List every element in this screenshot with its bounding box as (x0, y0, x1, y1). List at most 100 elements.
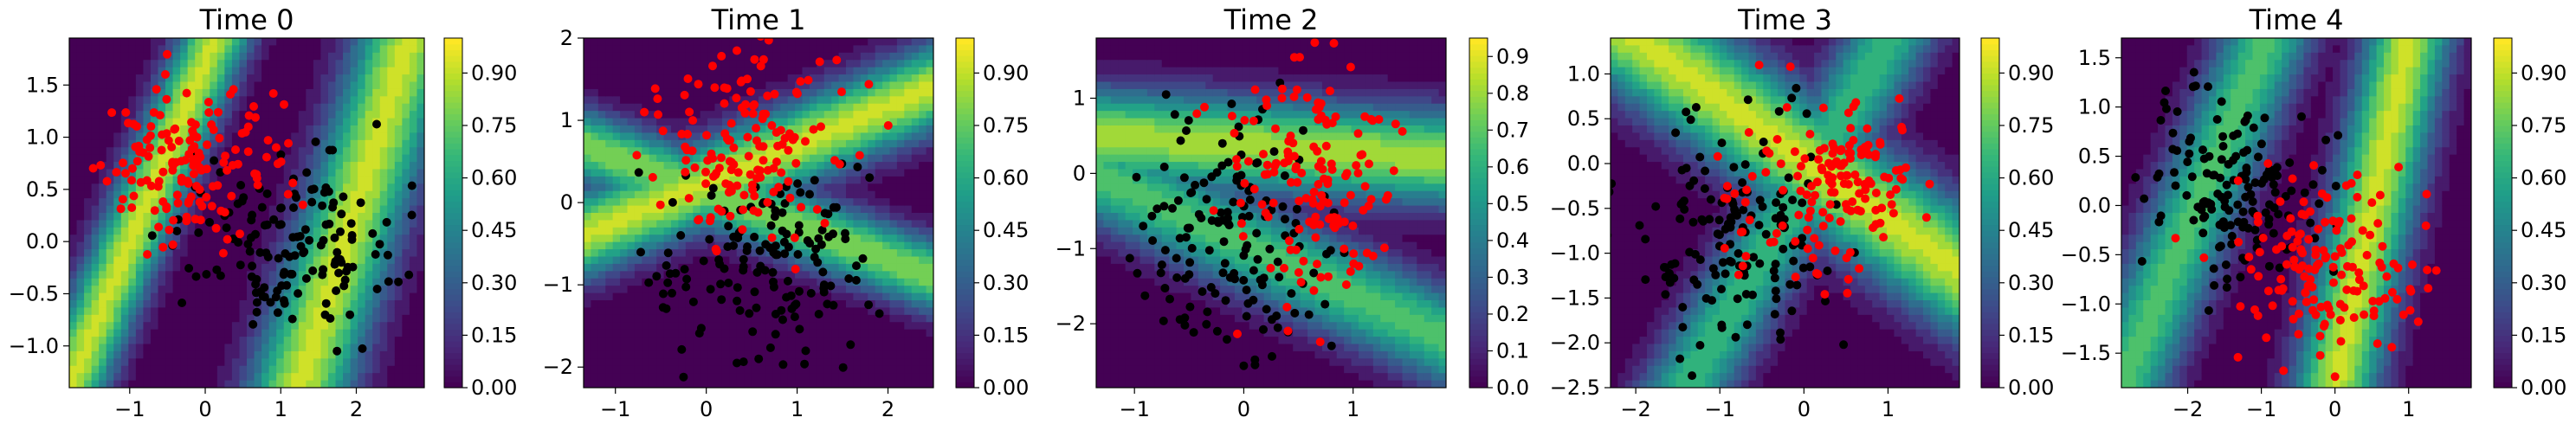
y-tick-label: 1.5 (26, 73, 59, 97)
scatter-point (1921, 213, 1931, 222)
scatter-point (1289, 92, 1299, 101)
scatter-point (1842, 170, 1851, 180)
scatter-point (1318, 164, 1327, 174)
scatter-point (1794, 210, 1804, 220)
scatter-point (257, 202, 267, 212)
scatter-point (2209, 264, 2218, 273)
scatter-point (330, 233, 339, 242)
scatter-point (1243, 157, 1253, 166)
scatter-point (1257, 200, 1267, 209)
colorbar-tick-label: 0.15 (2521, 323, 2566, 347)
scatter-point (753, 165, 762, 175)
scatter-point (1219, 237, 1229, 247)
scatter-point (726, 119, 736, 128)
scatter-point (1299, 256, 1308, 266)
scatter-point (1148, 236, 1158, 245)
scatter-point (772, 250, 781, 260)
scatter-point (1811, 190, 1820, 200)
scatter-point (1170, 110, 1179, 119)
y-tick-label: 1.0 (1567, 61, 1600, 86)
scatter-point (1730, 189, 1740, 198)
scatter-point (2204, 82, 2212, 92)
scatter-point (668, 197, 677, 207)
scatter-point (805, 190, 814, 199)
scatter-point (2168, 128, 2178, 138)
y-tick-label: −0.5 (1550, 196, 1600, 221)
scatter-point (1271, 124, 1280, 133)
scatter-point (1125, 254, 1134, 263)
scatter-point (1771, 260, 1780, 269)
scatter-point (2258, 234, 2268, 242)
scatter-point (1789, 256, 1798, 266)
axes-frame (1610, 37, 1960, 389)
scatter-point (1192, 109, 1202, 119)
scatter-point (227, 191, 236, 201)
scatter-point (729, 143, 739, 152)
scatter-point (1700, 184, 1709, 193)
colorbar-tick-label: 0.0 (1496, 376, 1529, 400)
scatter-point (699, 256, 708, 266)
scatter-point (1774, 106, 1784, 116)
scatter-point (1299, 125, 1307, 135)
scatter-point (146, 181, 156, 190)
scatter-point (1689, 275, 1699, 285)
scatter-point (1776, 335, 1785, 344)
scatter-point (2254, 152, 2263, 162)
scatter-point (371, 250, 380, 259)
scatter-point (1819, 144, 1829, 153)
scatter-point (1269, 147, 1279, 157)
scatter-point (189, 170, 198, 178)
scatter-point (2321, 135, 2331, 145)
scatter-point (287, 269, 297, 279)
scatter-point (788, 135, 797, 145)
scatter-point (116, 204, 126, 214)
scatter-point (1245, 195, 1255, 204)
scatter-point (659, 289, 668, 299)
scatter-point (1365, 159, 1373, 169)
scatter-point (1203, 307, 1212, 317)
scatter-point (759, 109, 768, 119)
scatter-point (252, 307, 261, 317)
scatter-point (2264, 261, 2274, 271)
scatter-point (776, 190, 785, 198)
scatter-point (865, 173, 875, 183)
scatter-point (2223, 274, 2232, 284)
scatter-point (1244, 211, 1254, 221)
scatter-point (1346, 190, 1355, 200)
scatter-point (1660, 262, 1669, 272)
scatter-point (1728, 199, 1738, 209)
scatter-point (1159, 162, 1169, 171)
scatter-point (1187, 243, 1197, 253)
scatter-point (147, 231, 157, 241)
scatter-point (223, 234, 232, 244)
scatter-point (1232, 176, 1242, 185)
scatter-point (187, 118, 197, 127)
scatter-point (1685, 181, 1695, 190)
scatter-point (750, 287, 759, 297)
scatter-point (1233, 329, 1242, 338)
y-tick-label: −1.0 (1550, 241, 1600, 266)
scatter-point (1323, 175, 1333, 184)
scatter-point (321, 299, 331, 308)
scatter-point (1879, 233, 1888, 242)
scatter-point (1352, 161, 1361, 170)
scatter-point (759, 55, 768, 64)
scatter-point (2295, 309, 2303, 318)
scatter-point (1675, 354, 1685, 363)
scatter-point (2358, 226, 2367, 235)
scatter-point (1772, 228, 1781, 238)
scatter-point (1186, 189, 1196, 197)
scatter-point (2281, 191, 2290, 201)
scatter-point (2279, 366, 2289, 376)
scatter-point (2373, 339, 2382, 349)
scatter-point (2269, 228, 2278, 238)
scatter-point (1785, 62, 1795, 72)
scatter-point (325, 219, 334, 228)
scatter-point (375, 240, 384, 249)
y-tick-label: 0.0 (1567, 151, 1600, 176)
scatter-point (1240, 116, 1249, 125)
scatter-point (724, 136, 733, 145)
scatter-point (717, 51, 726, 61)
scatter-point (2353, 170, 2362, 180)
scatter-point (778, 139, 787, 149)
